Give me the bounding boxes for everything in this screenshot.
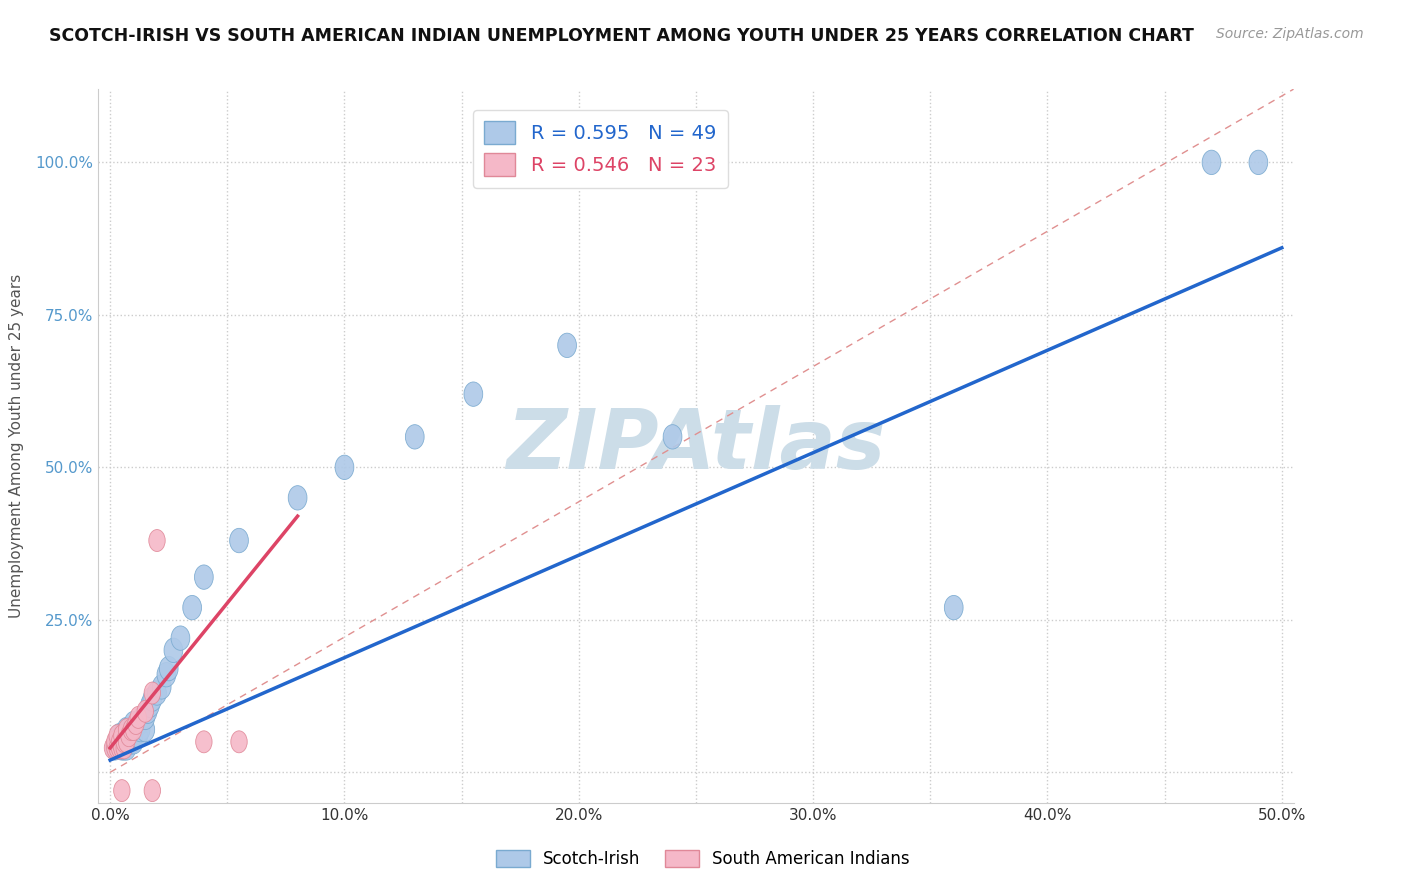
- Ellipse shape: [108, 730, 127, 754]
- Ellipse shape: [134, 706, 152, 730]
- Ellipse shape: [159, 657, 179, 681]
- Ellipse shape: [288, 485, 307, 510]
- Ellipse shape: [165, 638, 183, 663]
- Ellipse shape: [111, 737, 128, 759]
- Ellipse shape: [122, 723, 141, 747]
- Text: SCOTCH-IRISH VS SOUTH AMERICAN INDIAN UNEMPLOYMENT AMONG YOUTH UNDER 25 YEARS CO: SCOTCH-IRISH VS SOUTH AMERICAN INDIAN UN…: [49, 27, 1194, 45]
- Ellipse shape: [117, 717, 136, 742]
- Ellipse shape: [152, 674, 172, 699]
- Ellipse shape: [115, 737, 132, 759]
- Ellipse shape: [1249, 150, 1268, 175]
- Ellipse shape: [110, 730, 129, 754]
- Ellipse shape: [122, 730, 141, 754]
- Ellipse shape: [110, 737, 125, 759]
- Ellipse shape: [115, 731, 132, 753]
- Ellipse shape: [124, 711, 143, 736]
- Ellipse shape: [558, 334, 576, 358]
- Ellipse shape: [112, 730, 131, 754]
- Ellipse shape: [195, 731, 212, 753]
- Ellipse shape: [136, 717, 155, 742]
- Ellipse shape: [229, 528, 249, 553]
- Ellipse shape: [141, 693, 159, 717]
- Ellipse shape: [117, 736, 136, 760]
- Ellipse shape: [129, 723, 148, 747]
- Ellipse shape: [664, 425, 682, 449]
- Ellipse shape: [143, 687, 162, 711]
- Legend: R = 0.595   N = 49, R = 0.546   N = 23: R = 0.595 N = 49, R = 0.546 N = 23: [472, 110, 728, 187]
- Ellipse shape: [125, 719, 142, 740]
- Ellipse shape: [114, 724, 131, 747]
- Ellipse shape: [114, 780, 131, 802]
- Ellipse shape: [117, 730, 136, 754]
- Ellipse shape: [335, 455, 354, 480]
- Ellipse shape: [112, 736, 131, 760]
- Ellipse shape: [129, 711, 148, 736]
- Ellipse shape: [145, 780, 160, 802]
- Ellipse shape: [124, 730, 143, 754]
- Ellipse shape: [121, 724, 138, 747]
- Ellipse shape: [464, 382, 482, 407]
- Ellipse shape: [120, 723, 138, 747]
- Ellipse shape: [138, 700, 153, 723]
- Ellipse shape: [1202, 150, 1220, 175]
- Y-axis label: Unemployment Among Youth under 25 years: Unemployment Among Youth under 25 years: [10, 274, 24, 618]
- Ellipse shape: [112, 723, 131, 747]
- Ellipse shape: [107, 731, 124, 753]
- Ellipse shape: [149, 530, 166, 551]
- Ellipse shape: [104, 737, 121, 759]
- Ellipse shape: [120, 717, 138, 742]
- Ellipse shape: [124, 717, 143, 742]
- Ellipse shape: [120, 730, 138, 754]
- Text: Source: ZipAtlas.com: Source: ZipAtlas.com: [1216, 27, 1364, 41]
- Ellipse shape: [124, 723, 143, 747]
- Ellipse shape: [110, 723, 129, 747]
- Ellipse shape: [157, 663, 176, 687]
- Ellipse shape: [138, 699, 157, 723]
- Ellipse shape: [172, 626, 190, 650]
- Ellipse shape: [115, 723, 134, 747]
- Ellipse shape: [145, 682, 160, 704]
- Text: ZIPAtlas: ZIPAtlas: [506, 406, 886, 486]
- Ellipse shape: [115, 730, 134, 754]
- Ellipse shape: [110, 724, 125, 747]
- Ellipse shape: [136, 706, 155, 730]
- Ellipse shape: [231, 731, 247, 753]
- Ellipse shape: [118, 719, 135, 740]
- Ellipse shape: [115, 736, 134, 760]
- Ellipse shape: [148, 681, 166, 706]
- Ellipse shape: [183, 596, 201, 620]
- Ellipse shape: [128, 713, 145, 734]
- Ellipse shape: [131, 706, 146, 729]
- Legend: Scotch-Irish, South American Indians: Scotch-Irish, South American Indians: [489, 843, 917, 875]
- Ellipse shape: [405, 425, 425, 449]
- Ellipse shape: [131, 717, 150, 742]
- Ellipse shape: [105, 736, 124, 760]
- Ellipse shape: [107, 737, 124, 759]
- Ellipse shape: [111, 731, 128, 753]
- Ellipse shape: [118, 731, 135, 753]
- Ellipse shape: [124, 719, 139, 740]
- Ellipse shape: [194, 565, 214, 590]
- Ellipse shape: [945, 596, 963, 620]
- Ellipse shape: [114, 737, 131, 759]
